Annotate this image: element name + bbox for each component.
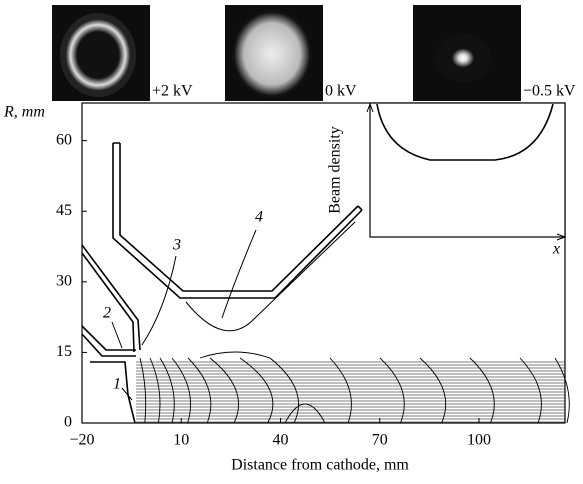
equipotential — [171, 357, 191, 424]
y-tick-label: 15 — [56, 343, 72, 360]
equipotential — [199, 351, 271, 359]
inset-frame — [369, 102, 566, 238]
focus-electrode — [81, 244, 141, 353]
equipotential — [209, 357, 240, 424]
equipotential — [554, 357, 570, 424]
equipotential — [329, 357, 352, 424]
y-axis-label: R, mm — [3, 104, 45, 121]
x-tick-label: 70 — [372, 432, 388, 449]
x-tick-label: −20 — [69, 432, 94, 449]
equipotential — [185, 221, 356, 332]
equipotential — [519, 357, 542, 424]
leader — [141, 255, 177, 346]
inset-y-label: Beam density — [327, 126, 344, 214]
image-label: −0.5 kV — [523, 83, 576, 100]
equipotential — [284, 403, 326, 424]
equipotential — [187, 357, 212, 424]
beam-ring — [60, 13, 136, 97]
y-tick-label: 60 — [56, 131, 72, 148]
equipotential — [139, 357, 147, 424]
x-axis-label: Distance from cathode, mm — [231, 457, 409, 474]
image-label: 0 kV — [325, 83, 357, 100]
equipotential — [159, 357, 175, 424]
beam-trajectories — [136, 351, 570, 424]
inset-axes — [366, 102, 567, 241]
anode-electrode — [112, 142, 363, 299]
leader — [111, 321, 123, 349]
beam-dot — [435, 34, 491, 82]
beam-blob — [232, 10, 312, 98]
electrode-label: 2 — [103, 305, 111, 322]
cathode — [90, 361, 136, 424]
electrode-2 — [81, 325, 136, 357]
electrode-label: 3 — [172, 237, 181, 254]
electrode-label: 4 — [255, 209, 263, 226]
equipotential — [379, 357, 405, 424]
leader — [121, 387, 133, 401]
leader — [221, 229, 257, 319]
y-tick-label: 45 — [56, 202, 72, 219]
electrode-label: 1 — [113, 376, 121, 393]
equipotential — [149, 357, 161, 424]
y-tick-label: 30 — [56, 272, 72, 289]
x-tick-label: 100 — [467, 432, 491, 449]
x-tick-label: 40 — [272, 432, 288, 449]
density-curve — [376, 103, 554, 161]
y-tick-label: 0 — [64, 414, 72, 431]
plot-frame — [81, 102, 566, 424]
equipotential — [419, 357, 447, 424]
inset-x-label: x — [552, 241, 560, 258]
equipotential — [469, 357, 495, 424]
equipotential — [239, 357, 274, 424]
image-label: +2 kV — [152, 83, 193, 100]
equipotential — [269, 357, 300, 424]
x-tick-label: 10 — [173, 432, 189, 449]
